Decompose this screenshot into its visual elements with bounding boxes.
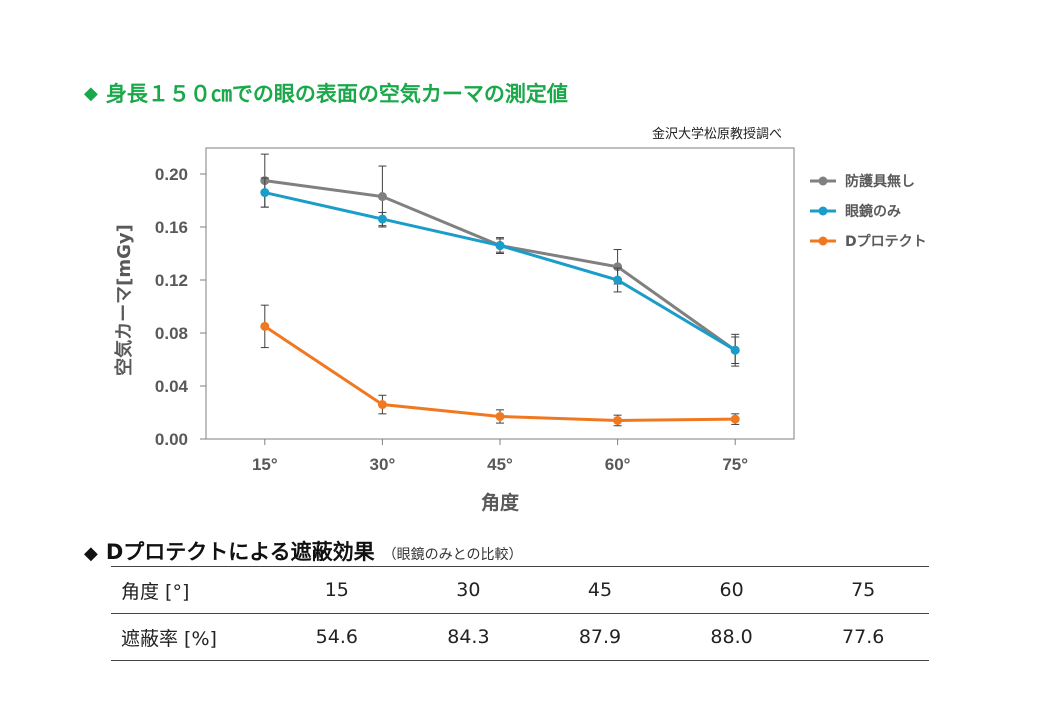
data-point: [260, 321, 270, 331]
table-cell: 30: [456, 579, 481, 601]
data-point: [613, 262, 623, 272]
data-point: [377, 214, 387, 224]
row-header-angle: 角度 [°]: [121, 580, 190, 603]
y-tick-label: 0.12: [155, 271, 188, 290]
chart-title-text: 身長１５０㎝での眼の表面の空気カーマの測定値: [105, 82, 568, 106]
legend-label: Dプロテクト: [845, 234, 927, 250]
data-point: [377, 192, 387, 202]
shielding-subtitle: （眼鏡のみとの比較）: [382, 547, 523, 563]
table-row-shielding-rate: 遮蔽率 [%] 54.6 84.3 87.9 88.0 77.6: [111, 614, 929, 661]
legend-label: 防護具無し: [845, 173, 915, 190]
y-tick-label: 0.16: [155, 218, 188, 237]
x-tick-label: 45°: [487, 455, 513, 474]
table-cell: 54.6: [315, 626, 358, 648]
line-chart: 0.00 0.04 0.08 0.12 0.16 0.20 15° 30° 45° 60° 75° 角…: [113, 147, 927, 514]
shielding-heading: ◆ Dプロテクトによる遮蔽効果 （眼鏡のみとの比較）: [84, 536, 523, 566]
table-cell: 84.3: [447, 626, 490, 648]
table-cell: 75: [851, 579, 876, 601]
y-tick-label: 0.20: [155, 165, 188, 184]
data-point: [495, 241, 505, 251]
x-tick-label: 15°: [252, 455, 278, 474]
data-point: [730, 414, 740, 424]
shielding-table: 角度 [°] 15 30 45 60 75 遮蔽率 [%] 54.6 84.3 …: [111, 566, 929, 661]
legend-label: 眼鏡のみ: [845, 203, 901, 220]
y-tick-label: 0.00: [155, 430, 188, 449]
table-cell: 60: [719, 579, 744, 601]
row-header-shielding-rate: 遮蔽率 [%]: [121, 627, 217, 650]
chart-title: ◆ 身長１５０㎝での眼の表面の空気カーマの測定値: [84, 78, 568, 108]
data-point: [260, 188, 270, 198]
x-tick-label: 75°: [722, 455, 748, 474]
data-point: [613, 275, 623, 285]
y-tick-label: 0.08: [155, 324, 188, 343]
y-tick-label: 0.04: [155, 377, 189, 396]
shielding-title: Dプロテクトによる遮蔽効果: [105, 540, 375, 564]
data-point: [730, 345, 740, 355]
legend-marker: [818, 236, 828, 246]
x-tick-label: 60°: [605, 455, 631, 474]
table-cell: 15: [324, 579, 349, 601]
table-cell: 88.0: [710, 626, 753, 648]
data-point: [377, 400, 387, 410]
plot-area-frame: [205, 147, 795, 440]
legend-marker: [818, 176, 828, 186]
legend-marker: [818, 206, 828, 216]
diamond-bullet-icon: ◆: [84, 82, 98, 104]
table-cell: 87.9: [578, 626, 622, 648]
x-axis-label: 角度: [481, 491, 520, 514]
table-cell: 45: [587, 579, 613, 601]
data-point: [495, 411, 505, 421]
diamond-bullet-icon: ◆: [84, 543, 98, 564]
series-line: [263, 325, 736, 422]
table-row-angle: 角度 [°] 15 30 45 60 75: [111, 566, 929, 614]
source-note: 金沢大学松原教授調べ: [652, 127, 783, 142]
table-cell: 77.6: [842, 626, 885, 648]
series-line: [264, 179, 737, 352]
y-axis-label: 空気カーマ[mGy]: [113, 224, 135, 376]
series-line: [264, 191, 736, 352]
x-tick-label: 30°: [370, 455, 396, 474]
data-point: [613, 415, 623, 425]
